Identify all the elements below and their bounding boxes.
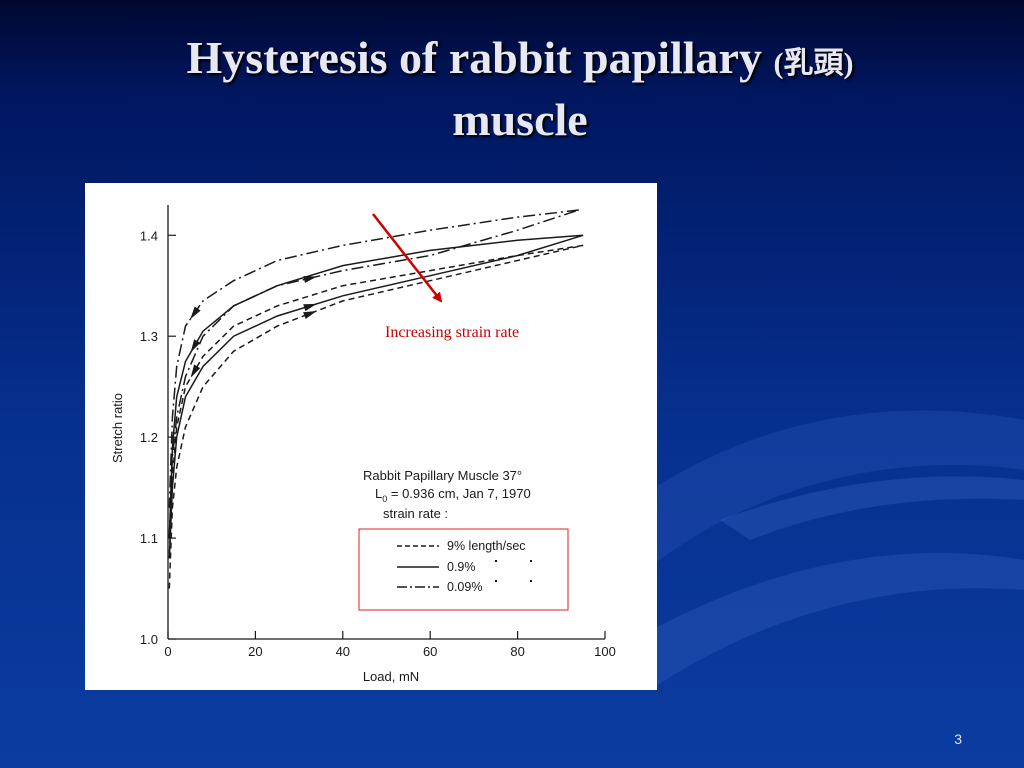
ditto-mark [530, 560, 532, 562]
direction-arrowhead [303, 303, 317, 312]
strain-rate-annotation: Increasing strain rate [385, 324, 519, 341]
x-axis-label: Load, mN [363, 669, 419, 684]
title-line-2: muscle [452, 94, 588, 145]
legend-label-0.9pct: 0.9% [447, 560, 476, 574]
y-tick-label: 1.4 [140, 228, 158, 243]
info-title: Rabbit Papillary Muscle 37° [363, 468, 522, 483]
series-dashdot-unloading [168, 209, 579, 508]
info-strain-rate: strain rate : [383, 506, 448, 521]
series-dashed-loading [168, 244, 584, 589]
direction-arrowhead [303, 276, 317, 283]
legend-label-0.09pct: 0.09% [447, 580, 482, 594]
ditto-mark [495, 580, 497, 582]
hysteresis-chart: 0 20 40 60 80 100 1.0 1.1 1.2 1.3 1.4 Stretch rati… [110, 205, 616, 684]
direction-arrowhead [190, 306, 201, 320]
direction-arrowhead [190, 339, 201, 353]
legend-label-9pct: 9% length/sec [447, 539, 526, 553]
info-block: Rabbit Papillary Muscle 37° L0 = 0.936 c… [363, 468, 531, 521]
direction-arrowhead [190, 364, 201, 378]
ditto-mark [495, 560, 497, 562]
info-length-value: = 0.936 cm, Jan 7, 1970 [387, 486, 530, 501]
legend-box [358, 528, 569, 611]
slide-title: Hysteresis of rabbit papillary (乳頭) musc… [20, 30, 1020, 148]
direction-arrowhead [303, 311, 317, 319]
chart-figure: 0 20 40 60 80 100 1.0 1.1 1.2 1.3 1.4 Stretch rati… [85, 183, 657, 690]
info-length-symbol: L [375, 486, 382, 501]
x-tick-label: 40 [336, 644, 350, 659]
strain-rate-arrow [372, 213, 443, 303]
series-solid-unloading [168, 234, 584, 539]
series-solid-loading [168, 234, 584, 559]
x-tick-label: 60 [423, 644, 437, 659]
x-tick-label: 20 [248, 644, 262, 659]
title-line-1: Hysteresis of rabbit papillary [186, 32, 762, 83]
slide-number: 3 [954, 731, 962, 747]
series-dashed-unloading [168, 244, 584, 559]
info-length: L0 = 0.936 cm, Jan 7, 1970 [375, 486, 531, 504]
legend: 9% length/sec 0.9% 0.09% [358, 528, 569, 611]
y-axis-label: Stretch ratio [110, 393, 125, 463]
y-tick-label: 1.1 [140, 531, 158, 546]
x-tick-label: 100 [594, 644, 616, 659]
x-tick-label: 0 [164, 644, 171, 659]
x-tick-label: 80 [510, 644, 524, 659]
y-tick-label: 1.2 [140, 430, 158, 445]
y-tick-label: 1.3 [140, 329, 158, 344]
ditto-mark [530, 580, 532, 582]
title-cjk: (乳頭) [773, 47, 854, 80]
info-length-subscript: 0 [382, 494, 387, 504]
y-tick-label: 1.0 [140, 632, 158, 647]
